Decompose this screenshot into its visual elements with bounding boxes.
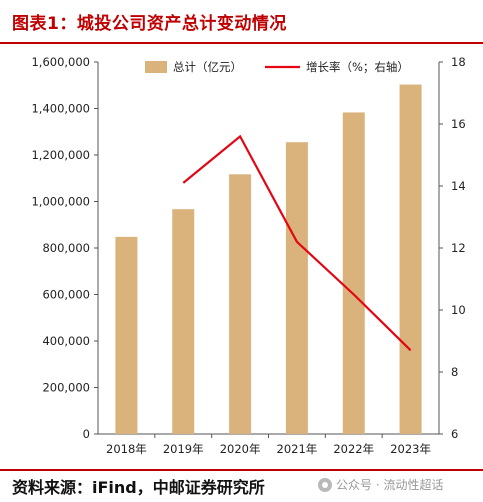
wechat-icon [318, 477, 332, 492]
x-tick-label: 2018年 [106, 442, 147, 456]
x-tick-label: 2023年 [390, 442, 431, 456]
line-series [182, 134, 412, 352]
watermark-text: 公众号 · 流动性超话 [336, 478, 444, 492]
y-right-tick-label: 12 [451, 241, 466, 255]
y-left-tick-label: 200,000 [42, 381, 90, 395]
legend-swatch-bar [145, 61, 167, 73]
chart-title: 图表1：城投公司资产总计变动情况 [12, 14, 287, 34]
bar-series [115, 84, 422, 435]
bar [115, 236, 138, 434]
combo-chart: 0 200,000 400,000 600,000 800,000 1,000,000 1,… [31, 55, 465, 456]
axes: 0 200,000 400,000 600,000 800,000 1,000,000 1,… [31, 55, 465, 456]
watermark: 公众号 · 流动性超话 [318, 476, 443, 493]
y-right-tick-label: 14 [451, 179, 466, 193]
y-right-tick-label: 10 [451, 303, 466, 317]
y-left-tick-label: 1,600,000 [31, 55, 90, 69]
bar [172, 209, 195, 434]
chart-area: 0 200,000 400,000 600,000 800,000 1,000,000 1,… [0, 46, 483, 466]
legend-label-line: 增长率（%；右轴） [306, 60, 409, 74]
y-right-tick-label: 18 [451, 55, 466, 69]
x-tick-label: 2022年 [333, 442, 374, 456]
legend: 总计（亿元） 增长率（%；右轴） [145, 60, 409, 74]
bar [342, 112, 365, 434]
growth-line [182, 134, 412, 352]
y-left-tick-label: 800,000 [42, 241, 90, 255]
y-left-tick-label: 400,000 [42, 334, 90, 348]
source-note: 资料来源：iFind，中邮证券研究所 [12, 478, 265, 497]
y-left-tick-label: 1,400,000 [31, 102, 90, 116]
y-left-tick-label: 1,000,000 [31, 195, 90, 209]
bar [229, 174, 252, 435]
bar [399, 84, 422, 435]
legend-label-bar: 总计（亿元） [173, 60, 242, 74]
y-right-tick-label: 8 [451, 365, 458, 379]
y-left-tick-label: 1,200,000 [31, 148, 90, 162]
x-tick-label: 2021年 [277, 442, 318, 456]
y-left-tick-label: 0 [83, 427, 90, 441]
y-right-tick-label: 16 [451, 117, 466, 131]
bar [285, 142, 308, 434]
y-right-tick-label: 6 [451, 427, 458, 441]
title-bar: 图表1：城投公司资产总计变动情况 [0, 0, 483, 44]
x-tick-label: 2020年 [220, 442, 261, 456]
y-left-tick-label: 600,000 [42, 288, 90, 302]
footer-divider [0, 469, 483, 471]
x-tick-label: 2019年 [163, 442, 204, 456]
